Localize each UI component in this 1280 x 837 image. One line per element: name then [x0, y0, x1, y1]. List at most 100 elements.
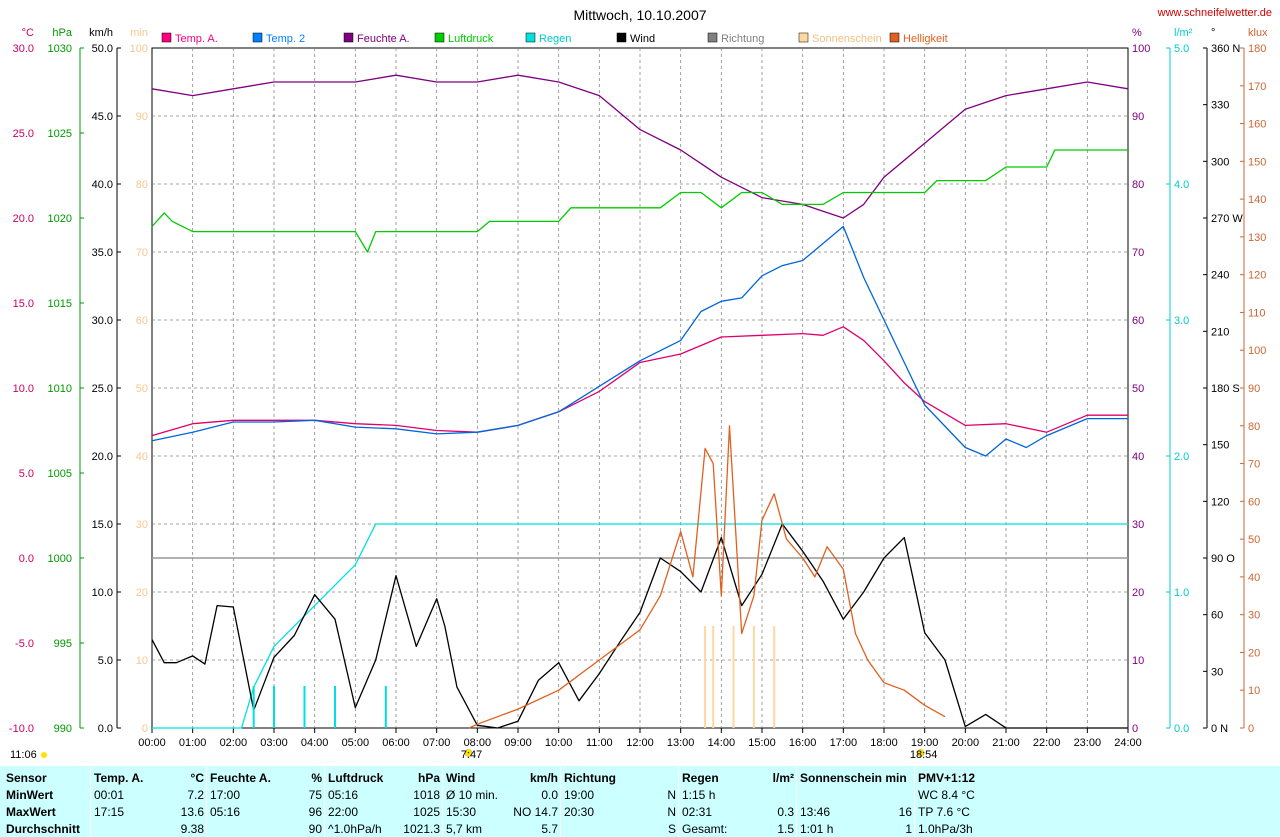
axis-tick-sun: 20: [136, 587, 148, 599]
axis-tick-wind: 25.0: [92, 383, 113, 395]
stats-row-sensor: MinWert: [6, 788, 54, 802]
x-tick-label: 20:00: [952, 737, 980, 749]
axis-tick-lux: 90: [1248, 383, 1260, 395]
legend-swatch: [434, 32, 445, 43]
legend-label: Temp. A.: [175, 33, 218, 45]
x-tick-label: 08:00: [464, 737, 492, 749]
stats-value-sun: 16: [898, 805, 912, 819]
axis-tick-dir: 30: [1211, 666, 1223, 678]
stats-value-wind: NO 14.7: [513, 805, 558, 819]
stats-header-pmv: PMV+1:12: [918, 771, 976, 785]
axis-tick-press: 1030: [48, 43, 72, 55]
legend-swatch: [525, 32, 536, 43]
axis-tick-wind: 10.0: [92, 587, 113, 599]
stats-value-rain: 0.3: [777, 805, 794, 819]
axis-tick-dir: 180 S: [1211, 383, 1240, 395]
stats-time-dir: 20:30: [564, 805, 595, 819]
axis-tick-dir: 300: [1211, 156, 1229, 168]
sunshine-bar: [752, 626, 755, 728]
stats-unit-temp: °C: [190, 771, 204, 785]
x-tick-label: 22:00: [1033, 737, 1061, 749]
stats-header-press: Luftdruck: [328, 771, 384, 785]
axis-tick-wind: 50.0: [92, 43, 113, 55]
axis-tick-hum: 90: [1132, 111, 1144, 123]
axis-tick-hum: 40: [1132, 451, 1144, 463]
stats-column-divider: [206, 766, 207, 837]
stats-time-temp: 00:01: [94, 788, 125, 802]
x-tick-label: 12:00: [626, 737, 654, 749]
axis-tick-temp: 25.0: [13, 128, 34, 140]
axis-tick-wind: 5.0: [98, 655, 113, 667]
axis-tick-wind: 0.0: [98, 723, 113, 735]
axis-tick-lux: 100: [1248, 345, 1266, 357]
stats-row-pmv: TP 7.6 °C: [918, 805, 970, 819]
axis-tick-hum: 20: [1132, 587, 1144, 599]
stats-header-hum: Feuchte A.: [210, 771, 271, 785]
axis-unit-press: hPa: [52, 27, 72, 39]
axis-tick-lux: 10: [1248, 685, 1260, 697]
stats-column-divider: [90, 766, 91, 837]
x-tick-label: 13:00: [667, 737, 695, 749]
x-tick-label: 01:00: [179, 737, 207, 749]
sunshine-bar: [773, 626, 776, 728]
legend-label: Richtung: [721, 33, 764, 45]
axis-unit-temp: °C: [22, 27, 34, 39]
axis-tick-lux: 0: [1248, 723, 1254, 735]
rain-bar: [384, 686, 387, 728]
axis-tick-temp: 5.0: [19, 468, 34, 480]
axis-tick-lux: 20: [1248, 647, 1260, 659]
axis-unit-lux: klux: [1248, 27, 1268, 39]
stats-unit-hum: %: [311, 771, 322, 785]
legend-swatch: [889, 32, 900, 43]
axis-tick-hum: 50: [1132, 383, 1144, 395]
axis-tick-lux: 170: [1248, 81, 1266, 93]
series-line-wind: [151, 523, 1128, 729]
axis-tick-sun: 10: [136, 655, 148, 667]
axis-tick-press: 1005: [48, 468, 72, 480]
stats-time-press: ^1.0hPa/h: [328, 822, 382, 836]
axis-tick-press: 1020: [48, 213, 72, 225]
axis-tick-hum: 60: [1132, 315, 1144, 327]
sunshine-bar: [704, 626, 707, 728]
axis-tick-hum: 70: [1132, 247, 1144, 259]
axis-tick-dir: 330: [1211, 100, 1229, 112]
axis-tick-temp: 10.0: [13, 383, 34, 395]
rain-bar: [334, 686, 336, 728]
axis-tick-hum: 30: [1132, 519, 1144, 531]
series-line-temp-a-: [151, 326, 1128, 437]
x-tick-label: 03:00: [260, 737, 288, 749]
axis-tick-press: 1000: [48, 553, 72, 565]
series-line-luftdruck: [151, 149, 1128, 253]
axis-tick-lux: 80: [1248, 421, 1260, 433]
axis-tick-sun: 60: [136, 315, 148, 327]
axis-tick-dir: 240: [1211, 270, 1229, 282]
axis-tick-temp: 0.0: [19, 553, 34, 565]
stats-time-dir: 19:00: [564, 788, 595, 802]
stats-row-pmv: WC 8.4 °C: [918, 788, 975, 802]
axis-tick-rain: 5.0: [1174, 43, 1189, 55]
axis-tick-wind: 35.0: [92, 247, 113, 259]
legend-swatch: [343, 32, 354, 43]
stats-time-hum: 05:16: [210, 805, 241, 819]
axis-unit-dir: °: [1211, 27, 1215, 39]
sunrise-icon: [464, 749, 473, 757]
stats-row-pmv: 1.0hPa/3h: [918, 822, 973, 836]
axis-tick-sun: 90: [136, 111, 148, 123]
stats-value-dir: N: [667, 788, 676, 802]
axis-tick-lux: 160: [1248, 119, 1266, 131]
x-tick-label: 24:00: [1114, 737, 1142, 749]
axis-tick-sun: 100: [130, 43, 148, 55]
x-tick-label: 19:00: [911, 737, 939, 749]
axis-tick-temp: -5.0: [15, 638, 34, 650]
x-tick-label: 17:00: [830, 737, 858, 749]
axis-tick-rain: 4.0: [1174, 179, 1189, 191]
axis-tick-dir: 0 N: [1211, 723, 1228, 735]
axis-tick-sun: 0: [142, 723, 148, 735]
stats-value-hum: 90: [308, 822, 322, 836]
stats-column-divider: [796, 766, 797, 837]
x-tick-label: 15:00: [748, 737, 776, 749]
axis-tick-rain: 2.0: [1174, 451, 1189, 463]
stats-header-sensor: Sensor: [6, 771, 47, 785]
stats-value-temp: 13.6: [180, 805, 204, 819]
axis-tick-dir: 360 N: [1211, 43, 1240, 55]
